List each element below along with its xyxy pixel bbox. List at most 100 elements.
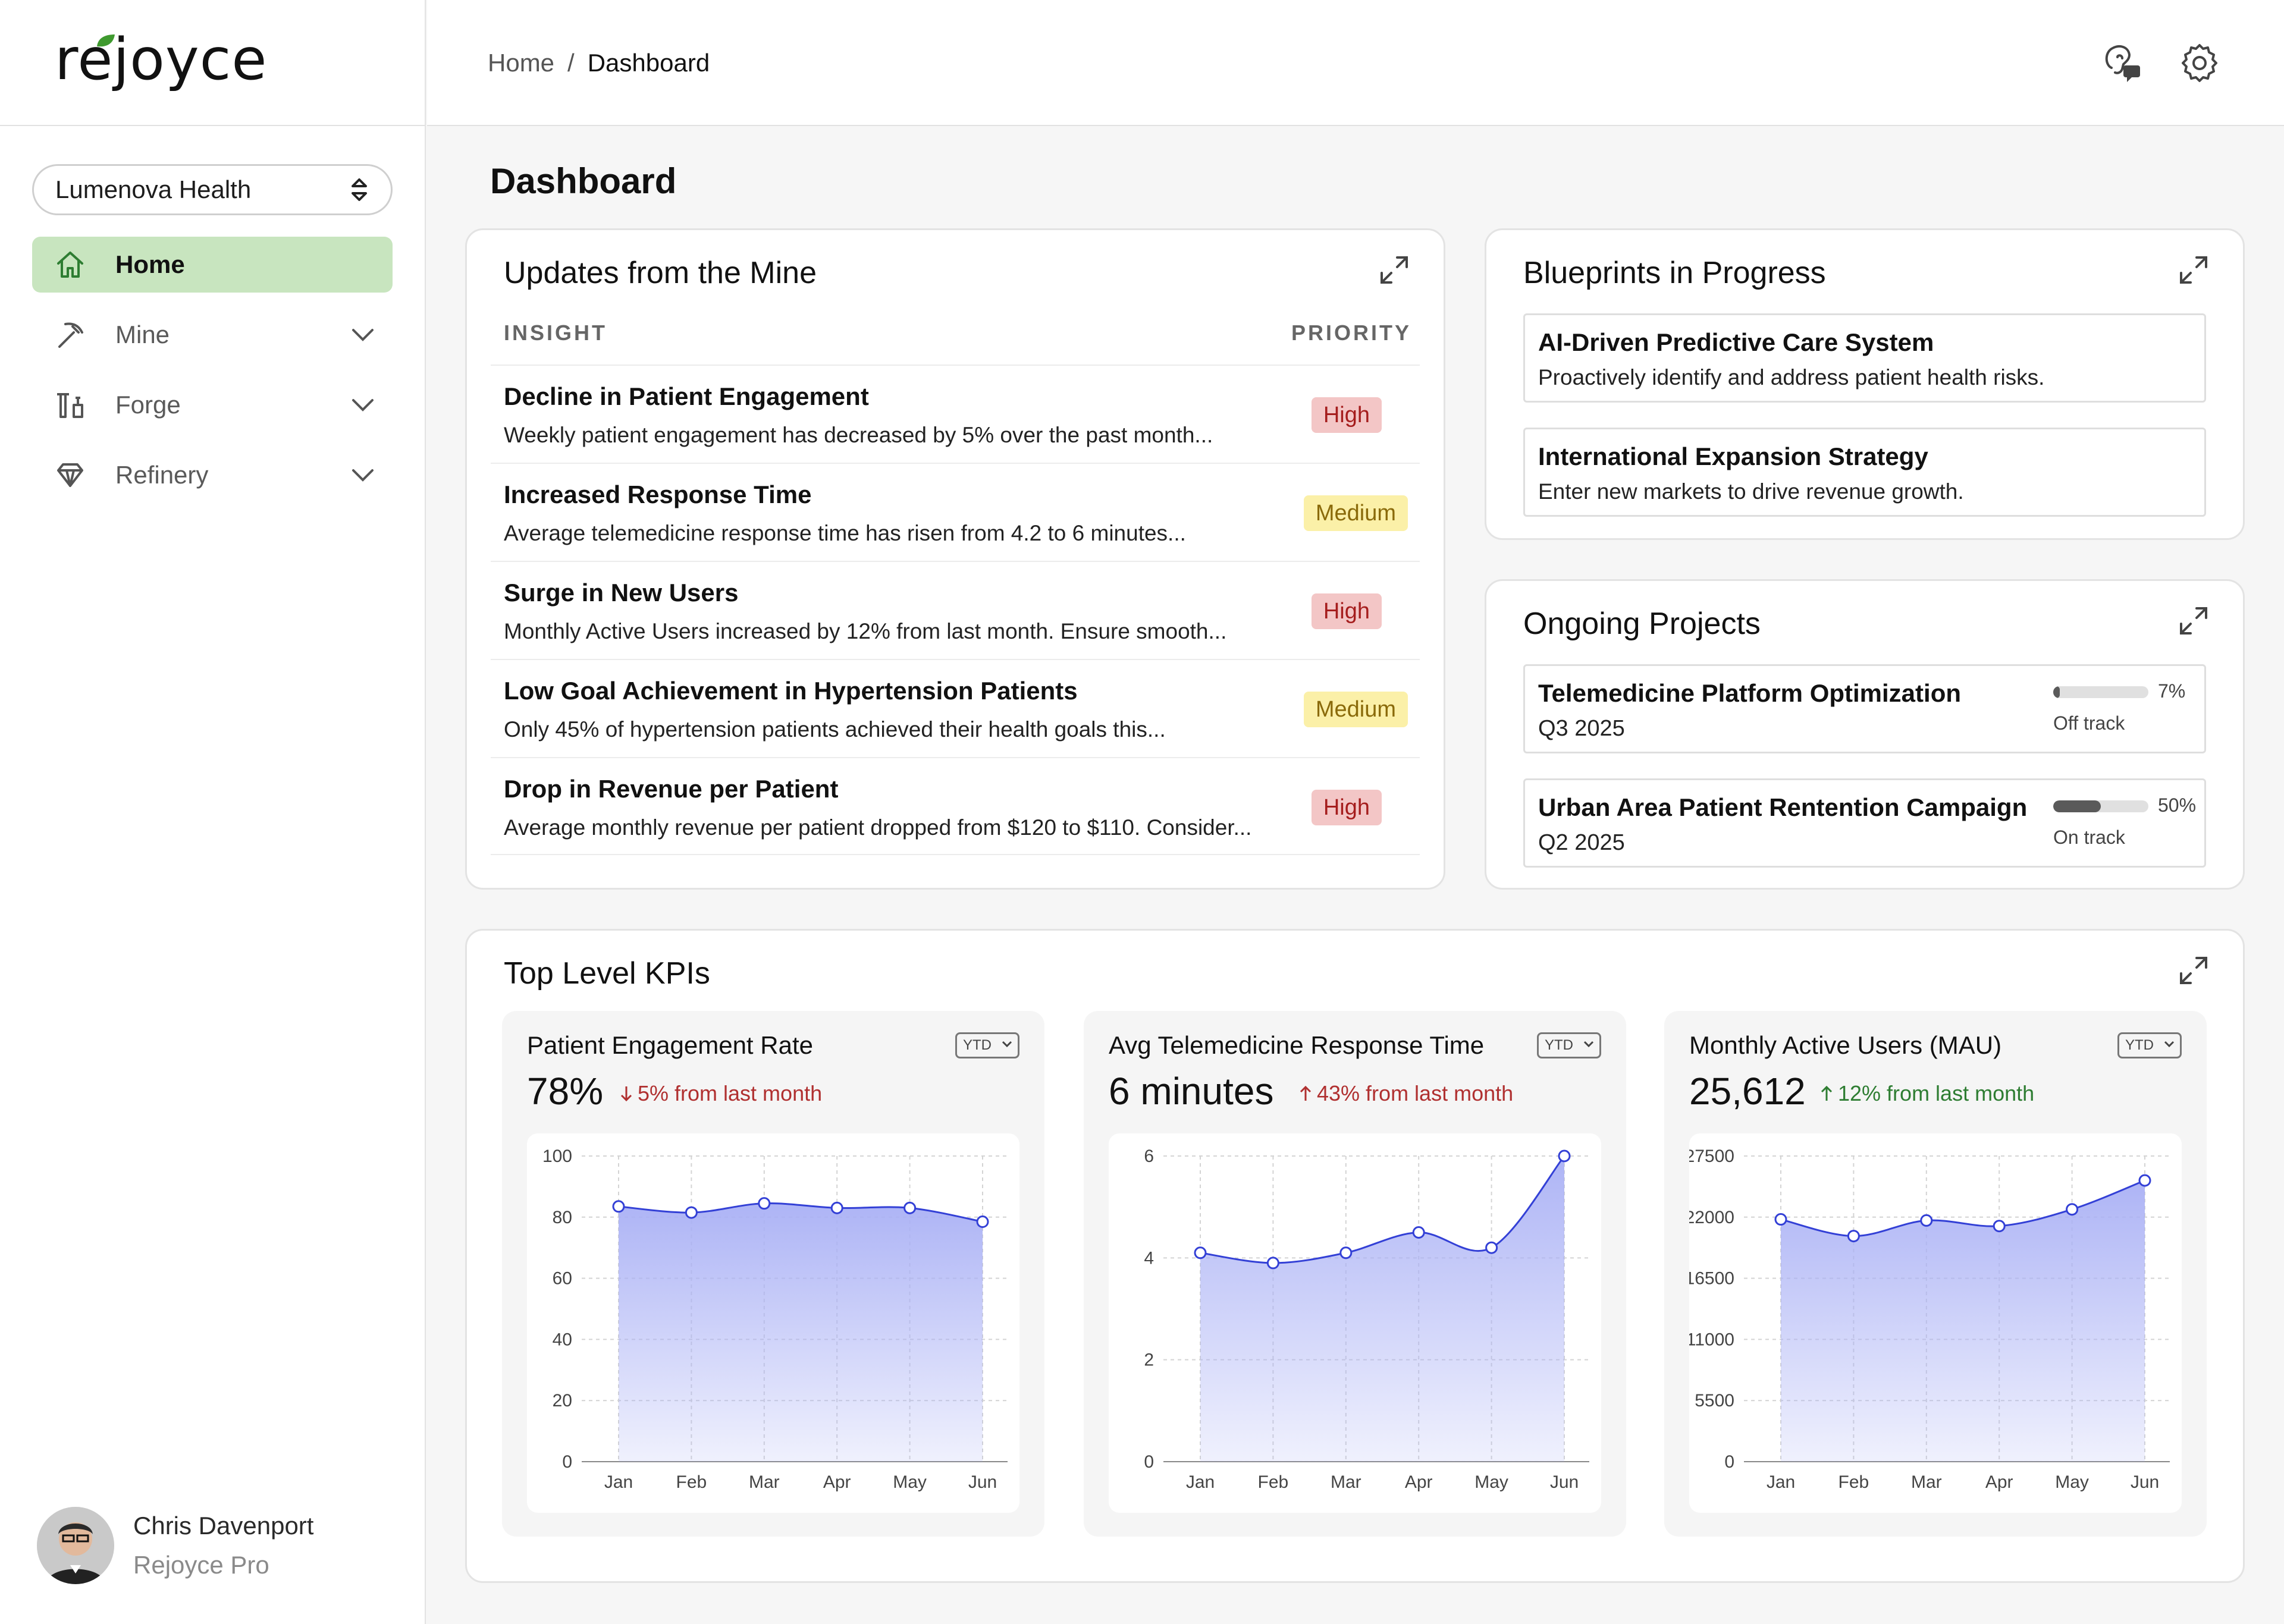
kpi-title: Patient Engagement Rate [527,1031,813,1059]
y-tick-label: 40 [553,1330,572,1349]
sidebar-item-refinery[interactable]: Refinery [32,447,393,503]
insight-title: Drop in Revenue per Patient [504,775,839,803]
expand-icon[interactable] [2178,254,2210,286]
projects-card: Ongoing Projects Telemedicine Platform O… [1485,579,2245,890]
diamond-icon [54,458,87,492]
breadcrumb-home-link[interactable]: Home [488,49,555,77]
period-select-label: YTD [963,1037,992,1053]
kpi-delta: 12% from last month [1820,1081,2034,1106]
project-item[interactable]: Telemedicine Platform Optimization Q3 20… [1523,664,2206,753]
sidebar-item-forge[interactable]: Forge [32,377,393,433]
kpi-delta: 43% from last month [1299,1081,1513,1106]
data-point [685,1206,698,1219]
blueprint-description: Proactively identify and address patient… [1538,365,2045,389]
kpi-delta-text: 43% from last month [1317,1081,1514,1105]
project-title: Telemedicine Platform Optimization [1538,679,1962,707]
expand-icon[interactable] [2178,605,2210,637]
insight-title: Surge in New Users [504,579,739,607]
breadcrumb-current: Dashboard [587,49,710,77]
sidebar-item-label: Mine [115,321,170,348]
period-select[interactable]: YTD [955,1032,1019,1058]
data-point [1920,1214,1933,1227]
blueprint-item[interactable]: AI-Driven Predictive Care System Proacti… [1523,313,2206,403]
user-name: Chris Davenport [133,1512,314,1540]
blueprints-card-title: Blueprints in Progress [1523,256,1826,290]
sidebar-item-mine[interactable]: Mine [32,307,393,363]
progress-bar [2053,686,2148,698]
kpi-value: 6 minutes [1109,1070,1274,1113]
period-select[interactable]: YTD [2117,1032,2182,1058]
insight-title: Low Goal Achievement in Hypertension Pat… [504,677,1078,705]
insight-title: Increased Response Time [504,480,812,508]
user-profile[interactable]: Chris Davenport Rejoyce Pro [37,1507,313,1584]
table-row[interactable]: Drop in Revenue per Patient Average mont… [491,757,1420,855]
table-row[interactable]: Low Goal Achievement in Hypertension Pat… [491,659,1420,757]
kpi-delta-text: 12% from last month [1838,1081,2035,1105]
breadcrumb-separator: / [567,49,575,77]
kpi-chart: 0 5500 11000 16500 22000 27500 Jan Feb Mar Apr May… [1689,1133,2182,1513]
series-line [1780,1179,2145,1237]
insight-title: Decline in Patient Engagement [504,382,869,410]
y-tick-label: 60 [553,1269,572,1289]
expand-icon[interactable] [2178,954,2210,987]
sidebar-item-home[interactable]: Home [32,237,393,293]
y-tick-label: 0 [1724,1452,1734,1472]
gear-icon[interactable] [2178,42,2221,84]
data-point [2138,1174,2151,1187]
app-logo[interactable]: rejoyce [55,26,268,93]
blueprint-description: Enter new markets to drive revenue growt… [1538,479,1964,504]
y-tick-label: 16500 [1689,1269,1734,1289]
sidebar-item-label: Refinery [115,461,209,489]
data-point [1266,1257,1279,1270]
project-progress: 7% Off track [2053,680,2196,734]
sidebar-item-label: Forge [115,391,181,419]
insight-description: Average monthly revenue per patient drop… [504,815,1252,840]
project-title: Urban Area Patient Rentention Campaign [1538,793,2028,821]
column-header-insight: INSIGHT [504,321,608,345]
x-tick-label: Jan [1767,1472,1795,1492]
x-tick-label: Feb [676,1472,707,1492]
priority-badge: High [1311,790,1382,825]
avatar [37,1507,114,1584]
x-tick-label: Apr [823,1472,851,1492]
table-row[interactable]: Decline in Patient Engagement Weekly pat… [491,365,1420,463]
insight-description: Only 45% of hypertension patients achiev… [504,717,1166,742]
sidebar-item-label: Home [115,250,185,278]
progress-bar-fill [2053,800,2101,812]
period-select[interactable]: YTD [1537,1032,1601,1058]
kpi-delta-text: 5% from last month [638,1081,823,1105]
organization-select[interactable]: Lumenova Health [32,164,393,215]
projects-card-title: Ongoing Projects [1523,607,1761,641]
chevron-down-icon [1583,1041,1594,1048]
project-progress: 50% On track [2053,794,2196,848]
arrow-down-icon [620,1086,632,1102]
x-tick-label: Jun [2131,1472,2159,1492]
project-status: On track [2053,827,2125,848]
chevron-down-icon[interactable] [351,468,375,482]
organization-select-label: Lumenova Health [55,175,252,203]
table-row[interactable]: Surge in New Users Monthly Active Users … [491,561,1420,659]
updates-card: Updates from the Mine INSIGHT PRIORITY D… [465,228,1445,890]
blueprint-item[interactable]: International Expansion Strategy Enter n… [1523,428,2206,517]
sidebar: rejoyce Lumenova Health Home Mine [0,0,426,1624]
data-point [976,1215,989,1229]
updates-table-header: INSIGHT PRIORITY [504,321,1411,345]
expand-icon[interactable] [1378,254,1410,286]
project-item[interactable]: Urban Area Patient Rentention Campaign Q… [1523,778,2206,868]
series-area [619,1203,983,1462]
kpi-delta: 5% from last month [620,1081,822,1106]
support-chat-icon[interactable] [2100,42,2142,84]
blueprint-title: AI-Driven Predictive Care System [1538,328,1934,356]
chevron-down-icon[interactable] [351,398,375,412]
logo-area: rejoyce [0,0,425,126]
updates-list: Decline in Patient Engagement Weekly pat… [491,365,1420,855]
series-line [618,1202,983,1223]
kpi-title: Monthly Active Users (MAU) [1689,1031,2002,1059]
data-point [612,1200,625,1213]
forge-tools-icon [54,388,87,422]
kpi-title: Avg Telemedicine Response Time [1109,1031,1485,1059]
leaf-icon [97,34,115,47]
chevron-down-icon[interactable] [351,328,375,342]
table-row[interactable]: Increased Response Time Average telemedi… [491,463,1420,561]
y-tick-label: 0 [562,1452,572,1472]
